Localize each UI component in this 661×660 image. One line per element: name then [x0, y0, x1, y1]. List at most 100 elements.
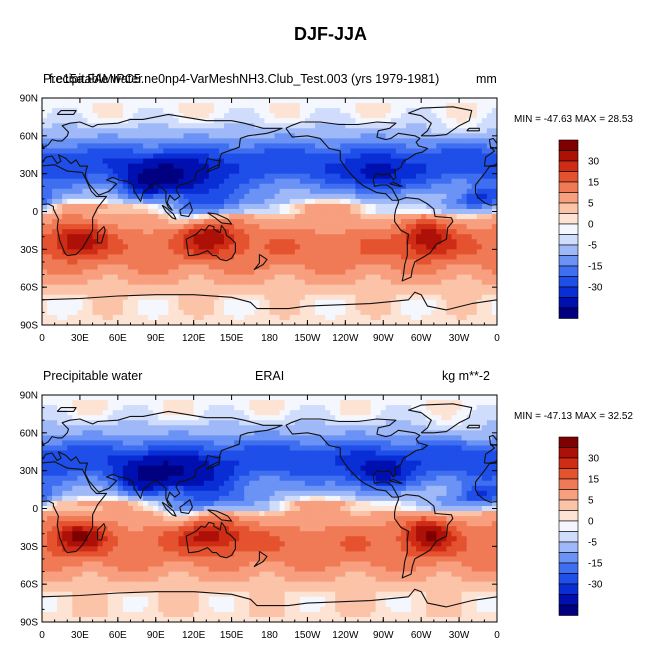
x-tick-label: 30E [71, 630, 89, 641]
colorbar-box [558, 594, 579, 606]
x-tick-label: 120W [332, 333, 359, 344]
x-tick-label: 60W [411, 333, 432, 344]
y-tick-label: 30N [20, 169, 38, 180]
colorbar-box [558, 510, 579, 522]
x-tick-label: 60E [109, 333, 127, 344]
y-tick-label: 0 [32, 207, 38, 218]
colorbar-label: -5 [588, 538, 597, 549]
new-zealand-coast [253, 253, 268, 271]
indonesia-coast [617, 502, 631, 516]
x-tick-label: 120E [182, 630, 206, 641]
x-tick-label: 180 [261, 630, 278, 641]
borneo-coast [635, 203, 648, 217]
x-tick-label: 0 [39, 630, 45, 641]
svalbard-coast [512, 111, 531, 115]
x-tick-label: 90E [147, 333, 165, 344]
panel1-map: 0 30E 60E 90E 120E 150E 180 150W 120W 90W 60W 30W 09… [20, 94, 661, 345]
colorbar-box [558, 223, 579, 235]
indonesia-coast [161, 501, 177, 517]
x-tick-label: 60W [411, 630, 432, 641]
europe-asia-coast [42, 410, 283, 508]
colorbar-label: 0 [588, 220, 594, 231]
y-tick-label: 0 [32, 504, 38, 515]
colorbar-box [558, 181, 579, 193]
x-tick-label: 120E [182, 333, 206, 344]
antarctica-coast [42, 291, 497, 311]
x-tick-label: 90W [373, 333, 394, 344]
borneo-coast [635, 500, 648, 514]
iceland-coast [466, 127, 480, 132]
new-guinea-coast [207, 509, 233, 522]
panel2-right-title: kg m**-2 [442, 369, 490, 383]
panel1-right-title: mm [476, 72, 497, 86]
y-tick-label: 90S [20, 618, 38, 629]
x-tick-label: 0 [494, 333, 500, 344]
iceland-coast [466, 424, 480, 429]
colorbar-label: 5 [588, 496, 594, 507]
x-tick-label: 120W [332, 630, 359, 641]
panel1-field [42, 98, 497, 325]
y-tick-label: 60S [20, 283, 38, 294]
figure-title: DJF-JJA [293, 24, 368, 44]
y-tick-label: 30S [20, 542, 38, 553]
africa-coast [42, 164, 108, 257]
panel2-stats: MIN = -47.13 MAX = 32.52 [514, 411, 633, 422]
madagascar-coast [97, 226, 106, 244]
europe-asia-coast [42, 113, 283, 211]
colorbar-box [558, 276, 579, 288]
colorbar-label: -15 [588, 559, 603, 570]
colorbar-box [558, 457, 579, 469]
colorbar-label: 0 [588, 517, 594, 528]
x-tick-label: 60E [109, 630, 127, 641]
cuba-coast [389, 478, 403, 484]
panel1-colorbar: 30 15 5 0 -5 -15 -30 [558, 139, 603, 319]
colorbar-box [558, 192, 579, 204]
madagascar-coast [97, 523, 106, 541]
north-america-coast [285, 121, 429, 201]
colorbar-box [558, 244, 579, 256]
antarctica-coast [42, 588, 497, 608]
colorbar-box [558, 202, 579, 214]
x-tick-label: 0 [39, 333, 45, 344]
colorbar-label: -15 [588, 262, 603, 273]
colorbar-label: 30 [588, 454, 600, 465]
colorbar-label: -5 [588, 241, 597, 252]
uk-coast [488, 434, 497, 446]
colorbar-label: 5 [588, 199, 594, 210]
panel1-stats: MIN = -47.63 MAX = 28.53 [514, 114, 633, 125]
panel2-center-title: ERAI [255, 369, 285, 383]
colorbar-box [558, 468, 579, 480]
colorbar-box [558, 478, 579, 490]
y-tick-label: 30S [20, 245, 38, 256]
x-tick-label: 150E [220, 333, 244, 344]
colorbar-box [558, 234, 579, 246]
new-guinea-coast [207, 212, 233, 225]
colorbar-box [558, 499, 579, 511]
colorbar-label: -30 [588, 580, 603, 591]
indonesia-coast [161, 204, 177, 220]
panel1-left-title: Precipitable water [43, 72, 143, 86]
svalbard-coast [512, 408, 531, 412]
north-america-coast [285, 418, 429, 498]
indonesia-coast [617, 205, 631, 219]
colorbar-box [558, 213, 579, 225]
australia-coast [641, 225, 661, 260]
borneo-coast [179, 499, 193, 515]
panel2-colorbar: 30 15 5 0 -5 -15 -30 [558, 436, 603, 616]
australia-coast [185, 521, 236, 559]
x-tick-label: 150E [220, 630, 244, 641]
x-tick-label: 90E [147, 630, 165, 641]
japan-coast [205, 456, 221, 470]
colorbar-box [558, 489, 579, 501]
colorbar-box [558, 531, 579, 543]
australia-coast [185, 224, 236, 262]
y-tick-label: 90N [20, 94, 38, 105]
colorbar-box [558, 297, 579, 309]
x-tick-label: 150W [294, 630, 321, 641]
borneo-coast [179, 202, 193, 218]
x-tick-label: 0 [494, 630, 500, 641]
uk-coast [488, 137, 497, 149]
y-tick-label: 60S [20, 580, 38, 591]
y-tick-label: 30N [20, 466, 38, 477]
